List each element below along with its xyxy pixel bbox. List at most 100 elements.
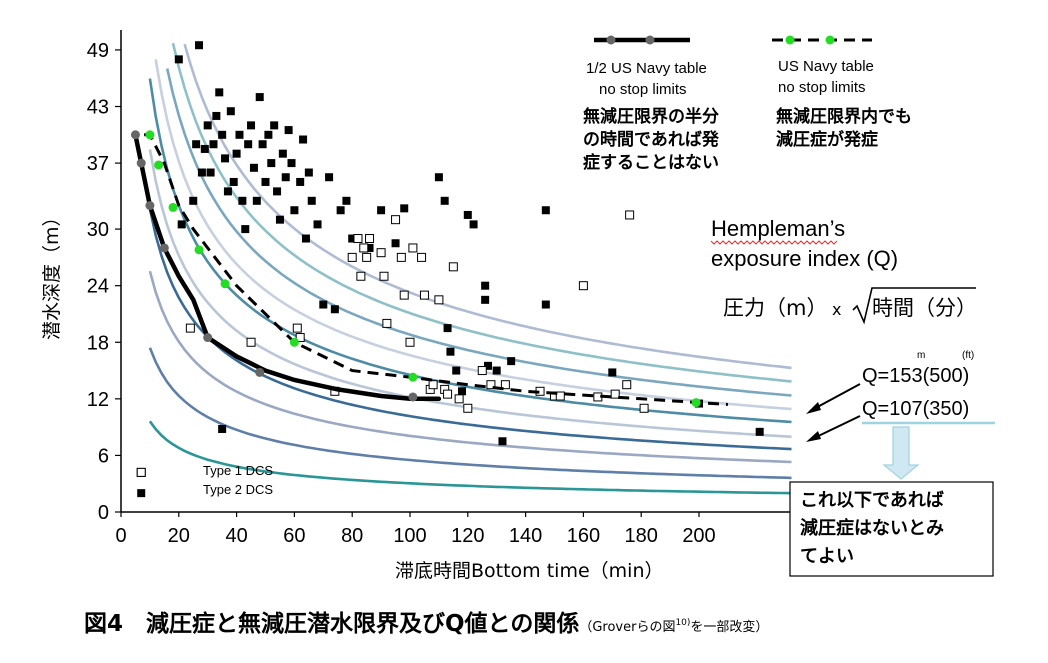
type2-point: [195, 41, 204, 50]
y-tick-label: 37: [87, 153, 109, 175]
navy-marker: [220, 279, 230, 289]
half-navy-marker: [255, 367, 265, 377]
x-ticks: 0 20 40 60 80 100 120 140 160 180 200: [115, 512, 716, 547]
type2-point: [218, 425, 227, 434]
type1-point: [405, 337, 415, 347]
safe-note-frame: [789, 481, 994, 577]
x-tick-label: 140: [509, 525, 542, 547]
hempleman-block: Hempleman’s exposure index (Q) 圧力（m） x 時…: [710, 216, 977, 325]
legend-half-navy-label: no stop limits: [599, 81, 687, 98]
q-labels: m (ft) Q=153(500) Q=107(350): [806, 350, 995, 480]
type2-point: [313, 220, 322, 229]
safe-note-box: これ以下であれば 減圧症はないとみ てよい: [789, 481, 994, 577]
arrow-q153-head: [806, 402, 821, 414]
legend-half-navy-note: 症することはない: [583, 152, 719, 173]
legend-navy-label: US Navy table: [778, 58, 874, 75]
type1-point: [448, 262, 458, 272]
type2-point: [218, 130, 227, 139]
type2-point: [443, 324, 452, 333]
half-navy-marker: [145, 201, 155, 211]
type2-point: [608, 368, 617, 377]
type1-point: [292, 323, 302, 333]
type2-point: [275, 215, 284, 224]
x-tick-label: 120: [451, 525, 484, 547]
type2-point: [249, 163, 258, 172]
type2-point: [278, 149, 287, 158]
type1-point: [399, 290, 409, 300]
type1-point: [434, 295, 444, 305]
half-navy-marker: [159, 243, 169, 253]
type2-point: [203, 121, 212, 130]
type1-point: [353, 234, 363, 244]
type2-point: [325, 173, 334, 182]
formula-pressure: 圧力（m）: [723, 296, 827, 320]
type1-point: [185, 323, 195, 333]
type2-point: [481, 295, 490, 304]
type2-point: [507, 357, 516, 366]
iso-q-curve: [171, 42, 792, 383]
half-navy-marker: [130, 130, 140, 140]
type2-point: [197, 168, 206, 177]
type2-point: [221, 154, 230, 163]
arrow-q107-head: [806, 431, 821, 442]
navy-markers: [145, 130, 701, 408]
iso-q-curve: [148, 149, 792, 438]
type1-point: [408, 243, 418, 253]
x-tick-label: 100: [393, 525, 426, 547]
x-tick-label: 20: [168, 525, 190, 547]
navy-marker: [145, 130, 155, 140]
half-navy-markers: [130, 130, 418, 402]
caption-main: 図4 減圧症と無減圧潜水限界及びQ値との関係: [84, 610, 579, 637]
x-tick-label: 40: [225, 525, 247, 547]
type2-point: [189, 196, 198, 205]
type2-point: [365, 243, 374, 252]
type2-point: [255, 93, 264, 102]
type1-legend-marker: [136, 467, 146, 477]
iso-q-curve: [148, 270, 792, 464]
type1-point: [463, 403, 473, 413]
y-tick-label: 43: [87, 97, 109, 119]
type2-point: [348, 234, 357, 243]
type1-point: [379, 271, 389, 281]
y-tick-label: 49: [87, 40, 109, 62]
type2-point: [284, 126, 293, 135]
half-navy-marker: [408, 392, 418, 402]
type2-point: [304, 168, 313, 177]
type1-point: [419, 290, 429, 300]
legend-half-navy-note: の時間であれば発: [583, 129, 720, 150]
caption-sup: 10): [675, 618, 690, 628]
type2-point: [296, 177, 305, 186]
type2-point: [287, 159, 296, 168]
safe-note-line: てよい: [800, 546, 854, 567]
type2-point: [434, 173, 443, 182]
legend-navy-note: 無減圧限界内でも: [776, 106, 912, 127]
type2-label: Type 2 DCS: [203, 482, 273, 497]
type2-point: [391, 239, 400, 248]
type2-point: [330, 305, 339, 314]
x-tick-label: 180: [625, 525, 658, 547]
type2-point: [235, 130, 244, 139]
type2-point: [377, 206, 386, 215]
legend-navy-note: 減圧症が発症: [776, 129, 878, 150]
type2-point: [307, 196, 316, 205]
navy-marker: [691, 398, 701, 408]
legend-half-navy-marker: [645, 35, 655, 45]
type1-point: [396, 252, 406, 262]
type2-point: [336, 206, 345, 215]
type2-point: [484, 361, 493, 370]
safe-note-line: これ以下であれば: [800, 490, 944, 511]
safe-note-line: 減圧症はないとみ: [800, 517, 944, 539]
iso-q-curve: [148, 347, 792, 480]
x-tick-label: 160: [567, 525, 600, 547]
unit-ft: (ft): [962, 350, 974, 361]
y-tick-label: 24: [87, 276, 109, 298]
x-tick-label: 60: [283, 525, 305, 547]
type2-point: [446, 347, 455, 356]
legend-half-navy: 1/2 US Navy table no stop limits 無減圧限界の半…: [583, 35, 720, 173]
iso-q-curve: [148, 208, 792, 451]
type1-point: [625, 210, 635, 220]
type2-point: [458, 387, 467, 396]
type1-point: [362, 252, 372, 262]
type1-point: [555, 391, 565, 401]
